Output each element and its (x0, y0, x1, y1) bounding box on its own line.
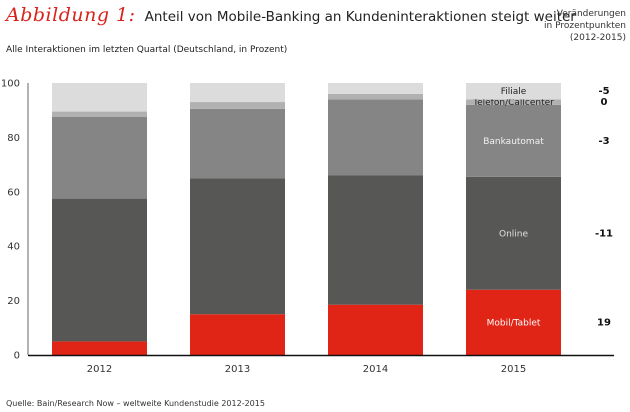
y-tick-label: 100 (1, 79, 20, 90)
y-tick-label: 40 (7, 242, 20, 253)
bar-segment-filiale (328, 83, 423, 94)
bar-segment-bankautomat (328, 99, 423, 176)
bar-segment-mobil-tablet (190, 314, 285, 355)
change-value: -3 (598, 136, 609, 147)
bar-segment-bankautomat (466, 104, 561, 177)
bar-segment-telefon-callcenter (466, 99, 561, 105)
segment-label: Mobil/Tablet (487, 318, 541, 328)
bar-segment-telefon-callcenter (52, 111, 147, 117)
bar-segment-online (190, 178, 285, 315)
change-value: -5 (598, 86, 609, 97)
y-tick-label: 20 (7, 296, 20, 307)
bar-segment-filiale (52, 83, 147, 112)
bar-segment-telefon-callcenter (190, 102, 285, 109)
bar-segment-mobil-tablet (52, 341, 147, 355)
bar-segment-mobil-tablet (466, 289, 561, 355)
source-note: Quelle: Bain/Research Now – weltweite Ku… (6, 399, 265, 408)
bar-segment-online (52, 198, 147, 342)
x-tick-label: 2012 (87, 364, 112, 375)
y-tick-label: 80 (7, 133, 20, 144)
y-tick-label: 0 (14, 351, 20, 362)
change-heading-line: (2012-2015) (569, 33, 626, 43)
bar-segment-filiale (190, 83, 285, 103)
bar-segment-online (328, 175, 423, 305)
x-tick-label: 2013 (225, 364, 250, 375)
change-value: 0 (601, 97, 608, 108)
bar-segment-filiale (466, 83, 561, 100)
change-value: -11 (595, 228, 613, 239)
bar-segment-online (466, 176, 561, 290)
figure-label: Abbildung 1: (6, 4, 136, 26)
change-value: 19 (597, 317, 611, 328)
segment-label: Telefon/Callcenter (472, 98, 554, 108)
segment-label: Filiale (501, 87, 527, 97)
segment-label: Online (499, 229, 528, 239)
chart-title: Abbildung 1: Anteil von Mobile-Banking a… (6, 4, 576, 26)
change-heading: Veränderungen in Prozentpunkten (2012-20… (544, 8, 626, 44)
bar-segment-bankautomat (52, 117, 147, 199)
title-text: Anteil von Mobile-Banking an Kundeninter… (144, 9, 576, 25)
x-tick-label: 2014 (363, 364, 388, 375)
y-tick-label: 60 (7, 187, 20, 198)
x-tick-label: 2015 (501, 364, 526, 375)
bar-segment-bankautomat (190, 108, 285, 179)
chart-subtitle: Alle Interaktionen im letzten Quartal (D… (6, 45, 288, 55)
segment-label: Bankautomat (483, 137, 544, 147)
change-heading-line: Veränderungen (556, 9, 626, 19)
change-heading-line: in Prozentpunkten (544, 21, 626, 31)
bar-segment-mobil-tablet (328, 304, 423, 355)
bar-segment-telefon-callcenter (328, 93, 423, 100)
